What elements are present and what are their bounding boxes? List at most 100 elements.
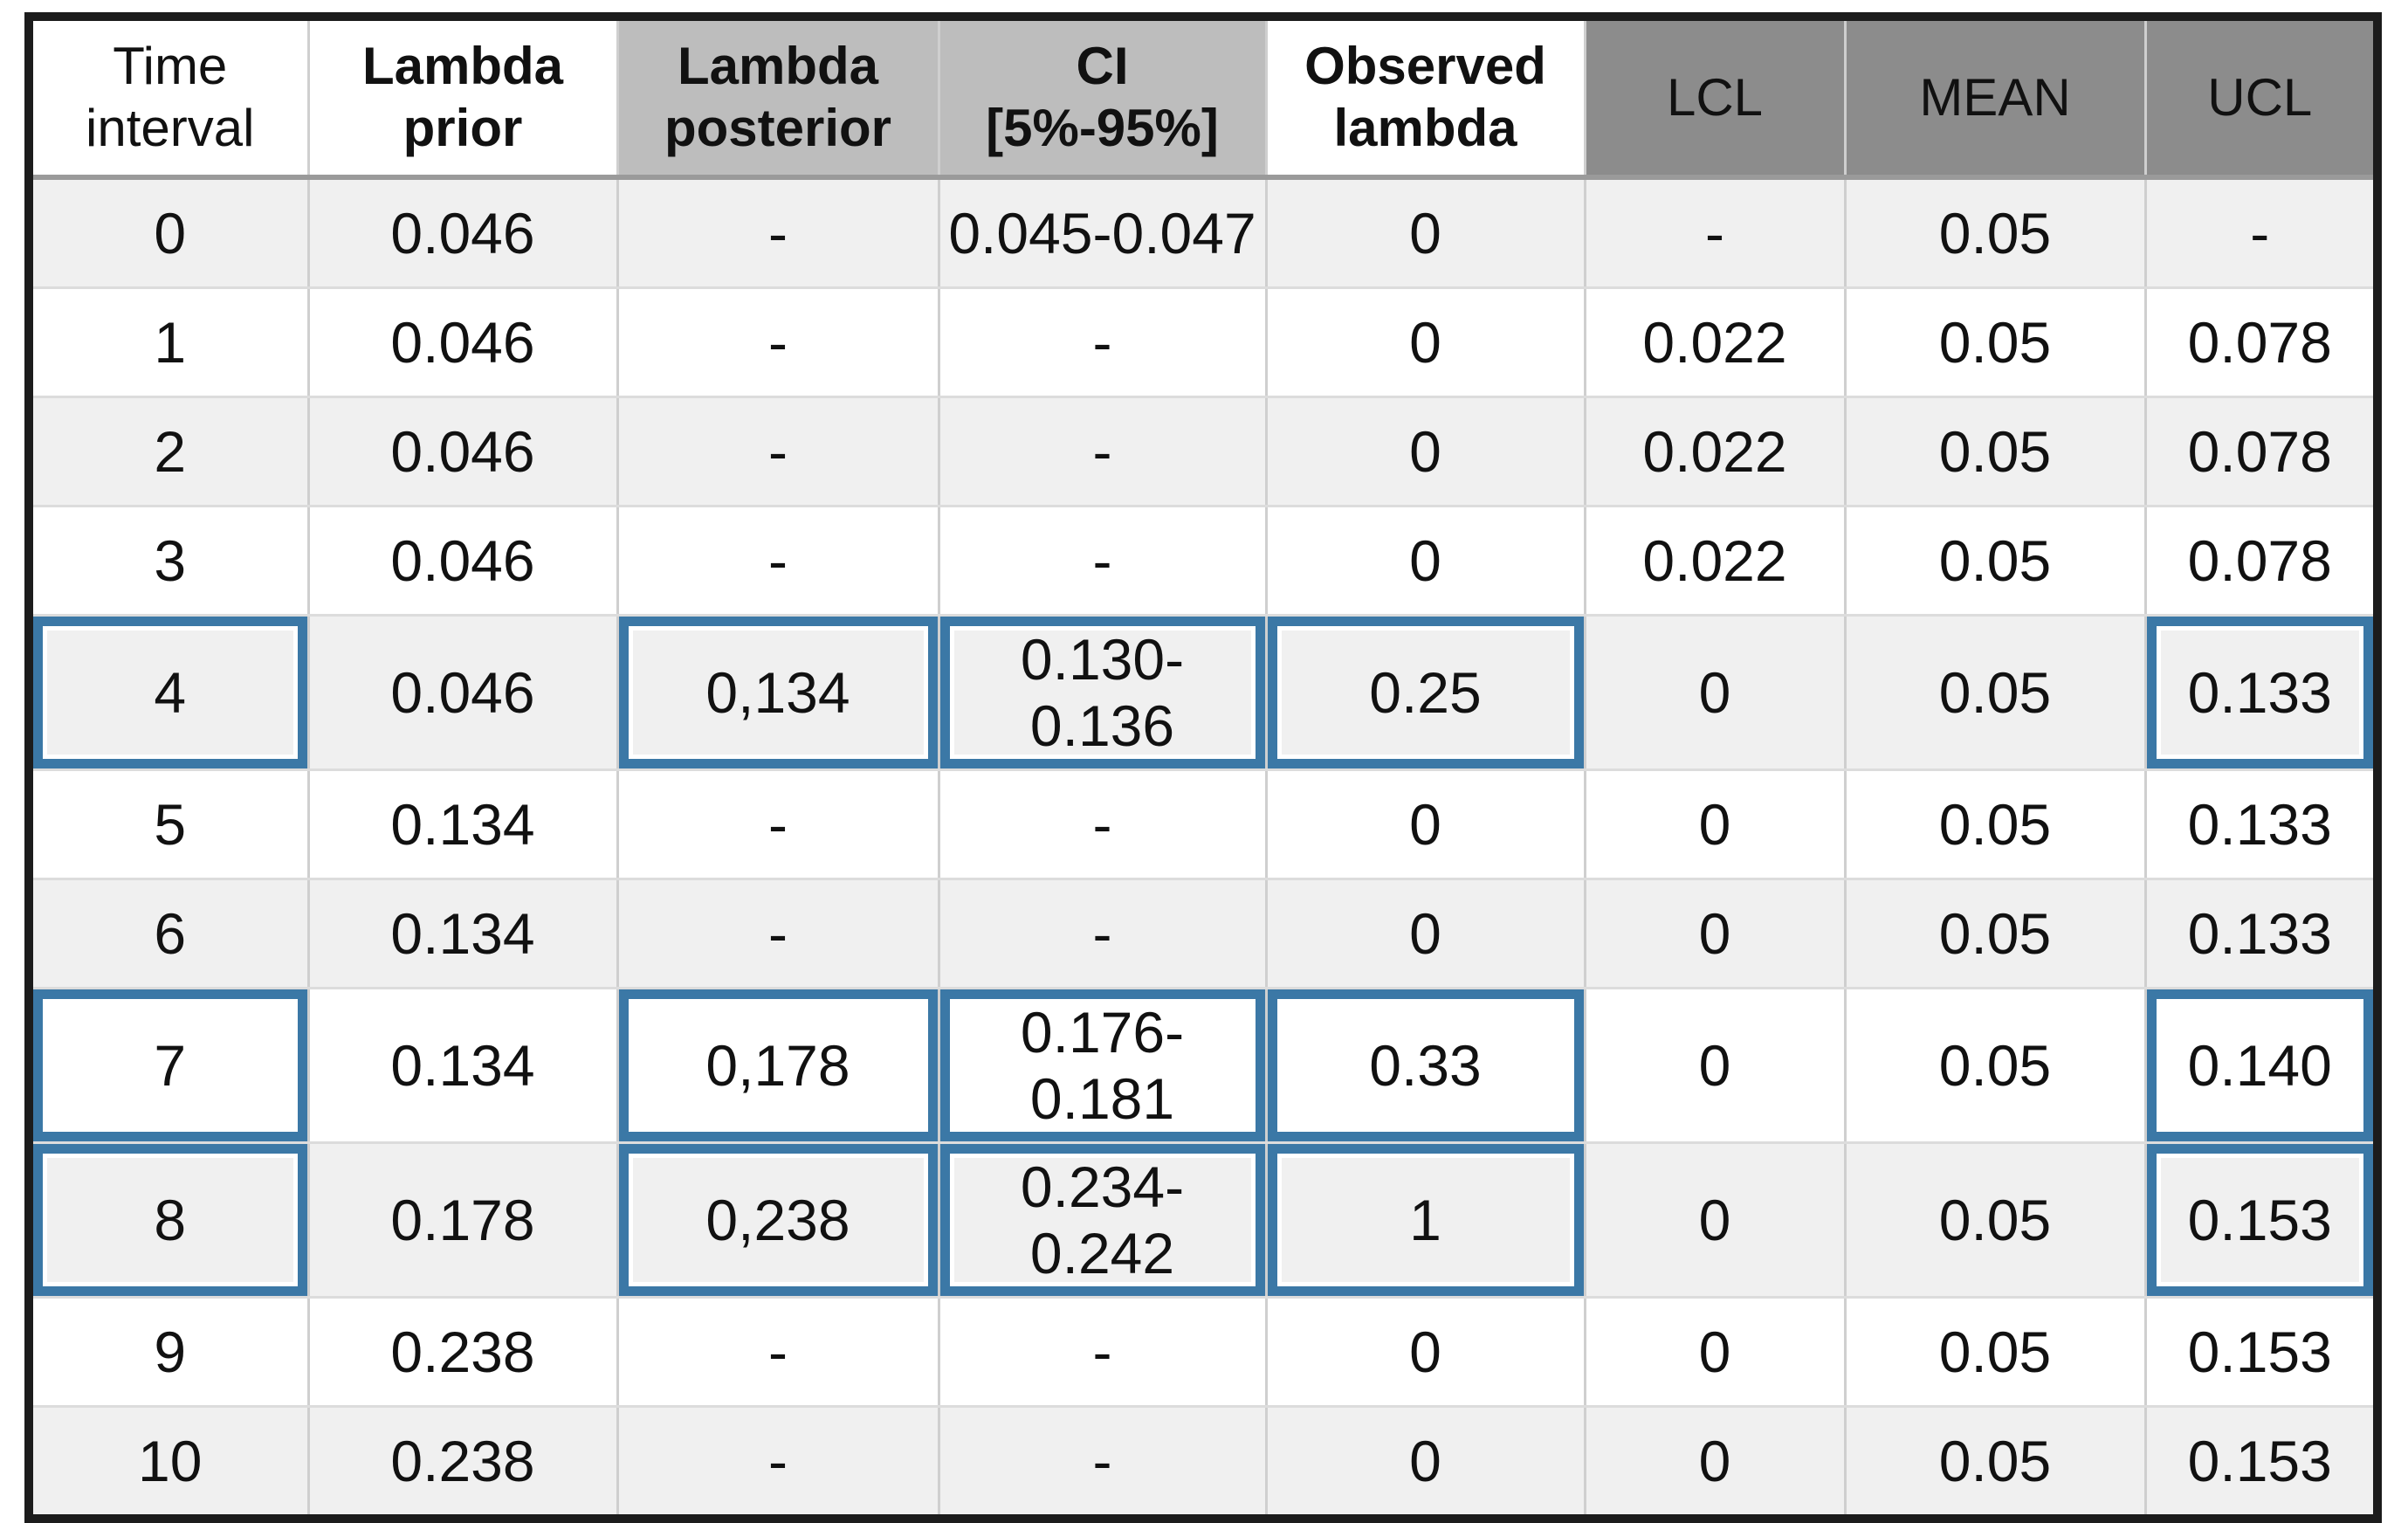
table-row-interval-9: 9 0.238- -0 0 0.05 0.153 [29, 1297, 2377, 1408]
cell-interval-row-6: 6 [29, 879, 310, 989]
cell-ucl-row-9: 0.153 [2145, 1297, 2377, 1408]
highlight-box: 0.234-0.242 [939, 1144, 1265, 1296]
cell-ucl-row-10: 0.153 [2145, 1406, 2377, 1519]
cell-posterior-row-5: - [617, 769, 940, 880]
table-row-interval-0: 0 0.046-0.045-0.047 0-0.05- [29, 177, 2377, 289]
header-row: Time interval Lambda prior Lambda posterior CI… [29, 17, 2377, 180]
cell-posterior-row-9: - [617, 1297, 940, 1408]
cell-lcl-row-0: - [1585, 177, 1847, 289]
column-header-ci: CI [5%-95%] [939, 17, 1268, 180]
highlight-box: 0.153 [2146, 1144, 2373, 1296]
highlight-box: 0,238 [618, 1144, 938, 1296]
cell-observed-row-5: 0 [1266, 769, 1586, 880]
cell-ucl-row-7: 0.140 [2145, 988, 2377, 1144]
cell-ci-row-2: - [939, 396, 1268, 507]
highlight-box: 0,178 [618, 989, 938, 1141]
table-row-interval-7: 7 0.134 0,178 0.176-0.181 0.33 0 0.05 0.140 [29, 988, 2377, 1144]
cell-prior-row-0: 0.046 [308, 177, 619, 289]
cell-mean-row-2: 0.05 [1845, 396, 2147, 507]
cell-interval-row-1: 1 [29, 287, 310, 398]
table-row-interval-6: 6 0.134- -0 0 0.05 0.133 [29, 879, 2377, 989]
cell-ucl-row-5: 0.133 [2145, 769, 2377, 880]
cell-ci-row-1: - [939, 287, 1268, 398]
cell-lcl-row-1: 0.022 [1585, 287, 1847, 398]
highlight-box: 0.33 [1267, 989, 1584, 1141]
highlight-box: 0.140 [2146, 989, 2373, 1141]
cell-lcl-row-5: 0 [1585, 769, 1847, 880]
cell-observed-row-9: 0 [1266, 1297, 1586, 1408]
cell-ci-row-4: 0.130-0.136 [939, 615, 1268, 771]
cell-observed-row-7: 0.33 [1266, 988, 1586, 1144]
table-row-interval-3: 3 0.046- -0 0.022 0.05 0.078 [29, 506, 2377, 617]
cell-posterior-row-8: 0,238 [617, 1142, 940, 1299]
cell-mean-row-5: 0.05 [1845, 769, 2147, 880]
cell-observed-row-3: 0 [1266, 506, 1586, 617]
highlight-box: 7 [33, 989, 307, 1141]
column-header-lcl: LCL [1585, 17, 1847, 180]
cell-prior-row-4: 0.046 [308, 615, 619, 771]
cell-interval-row-7: 7 [29, 988, 310, 1144]
cell-posterior-row-3: - [617, 506, 940, 617]
cell-observed-row-10: 0 [1266, 1406, 1586, 1519]
cell-ci-row-10: - [939, 1406, 1268, 1519]
cell-mean-row-1: 0.05 [1845, 287, 2147, 398]
cell-prior-row-1: 0.046 [308, 287, 619, 398]
cell-ci-row-3: - [939, 506, 1268, 617]
highlight-box: 8 [33, 1144, 307, 1296]
cell-ucl-row-2: 0.078 [2145, 396, 2377, 507]
cell-lcl-row-10: 0 [1585, 1406, 1847, 1519]
cell-mean-row-0: 0.05 [1845, 177, 2147, 289]
cell-mean-row-3: 0.05 [1845, 506, 2147, 617]
cell-interval-row-2: 2 [29, 396, 310, 507]
cell-mean-row-8: 0.05 [1845, 1142, 2147, 1299]
column-header-interval: Time interval [29, 17, 310, 180]
cell-lcl-row-6: 0 [1585, 879, 1847, 989]
cell-interval-row-9: 9 [29, 1297, 310, 1408]
cell-lcl-row-8: 0 [1585, 1142, 1847, 1299]
cell-lcl-row-3: 0.022 [1585, 506, 1847, 617]
cell-observed-row-0: 0 [1266, 177, 1586, 289]
cell-ucl-row-3: 0.078 [2145, 506, 2377, 617]
table-body: 0 0.046-0.045-0.047 0-0.05-1 0.046- -0 0.022 0… [29, 177, 2377, 1519]
highlight-box: 0.133 [2146, 617, 2373, 768]
cell-mean-row-6: 0.05 [1845, 879, 2147, 989]
highlight-box: 0,134 [618, 617, 938, 768]
data-table: Time interval Lambda prior Lambda posterior CI… [24, 12, 2382, 1523]
cell-prior-row-8: 0.178 [308, 1142, 619, 1299]
table-row-interval-5: 5 0.134- -0 0 0.05 0.133 [29, 769, 2377, 880]
highlight-box: 0.25 [1267, 617, 1584, 768]
cell-prior-row-10: 0.238 [308, 1406, 619, 1519]
cell-observed-row-6: 0 [1266, 879, 1586, 989]
highlight-box: 4 [33, 617, 307, 768]
cell-interval-row-5: 5 [29, 769, 310, 880]
cell-prior-row-7: 0.134 [308, 988, 619, 1144]
column-header-posterior: Lambda posterior [617, 17, 940, 180]
cell-observed-row-2: 0 [1266, 396, 1586, 507]
cell-prior-row-6: 0.134 [308, 879, 619, 989]
cell-posterior-row-7: 0,178 [617, 988, 940, 1144]
table-row-interval-10: 10 0.238- -0 0 0.05 0.153 [29, 1406, 2377, 1519]
cell-posterior-row-2: - [617, 396, 940, 507]
cell-lcl-row-7: 0 [1585, 988, 1847, 1144]
table-row-interval-1: 1 0.046- -0 0.022 0.05 0.078 [29, 287, 2377, 398]
cell-interval-row-0: 0 [29, 177, 310, 289]
cell-observed-row-4: 0.25 [1266, 615, 1586, 771]
cell-interval-row-10: 10 [29, 1406, 310, 1519]
column-header-observed: Observed lambda [1266, 17, 1586, 180]
cell-posterior-row-4: 0,134 [617, 615, 940, 771]
highlight-box: 0.130-0.136 [939, 617, 1265, 768]
table-figure: Time interval Lambda prior Lambda posterior CI… [24, 12, 2382, 1523]
cell-ucl-row-8: 0.153 [2145, 1142, 2377, 1299]
highlight-box: 1 [1267, 1144, 1584, 1296]
cell-prior-row-3: 0.046 [308, 506, 619, 617]
cell-prior-row-5: 0.134 [308, 769, 619, 880]
cell-ci-row-5: - [939, 769, 1268, 880]
cell-mean-row-4: 0.05 [1845, 615, 2147, 771]
cell-ci-row-7: 0.176-0.181 [939, 988, 1268, 1144]
cell-ci-row-0: 0.045-0.047 [939, 177, 1268, 289]
cell-mean-row-9: 0.05 [1845, 1297, 2147, 1408]
cell-prior-row-9: 0.238 [308, 1297, 619, 1408]
cell-interval-row-4: 4 [29, 615, 310, 771]
cell-lcl-row-4: 0 [1585, 615, 1847, 771]
cell-posterior-row-0: - [617, 177, 940, 289]
